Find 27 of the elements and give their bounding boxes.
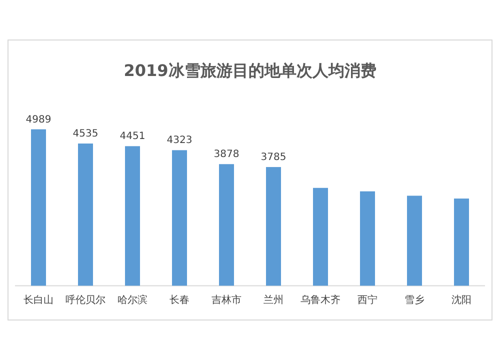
- x-tick-label: 沈阳: [452, 294, 472, 306]
- x-tick-label: 呼伦贝尔: [66, 294, 106, 306]
- data-label: 4535: [72, 128, 98, 140]
- bar: [125, 146, 140, 286]
- bar: [78, 144, 93, 286]
- x-tick-label: 长白山: [24, 294, 54, 306]
- bar: [172, 150, 187, 286]
- x-tick-label: 吉林市: [212, 294, 242, 306]
- x-tick-label: 雪乡: [404, 294, 424, 306]
- data-label: 3878: [214, 149, 240, 160]
- x-tick-label: 哈尔滨: [118, 294, 148, 306]
- x-tick-label: 西宁: [358, 294, 378, 306]
- x-tick-label: 乌鲁木齐: [300, 294, 340, 306]
- bar: [313, 188, 328, 286]
- bar: [407, 196, 422, 286]
- data-label: 4323: [166, 135, 192, 146]
- bar: [266, 167, 281, 286]
- data-label: 4451: [120, 131, 146, 142]
- data-label: 3785: [260, 152, 286, 164]
- bar: [31, 129, 46, 286]
- x-tick-label: 长春: [170, 294, 190, 306]
- bar: [360, 191, 375, 286]
- chart-title: 2019冰雪旅游目的地单次人均消费: [124, 61, 376, 80]
- x-tick-label: 兰州: [264, 294, 284, 306]
- data-label: 4989: [26, 114, 52, 126]
- bar: [219, 164, 234, 286]
- bar: [454, 198, 469, 286]
